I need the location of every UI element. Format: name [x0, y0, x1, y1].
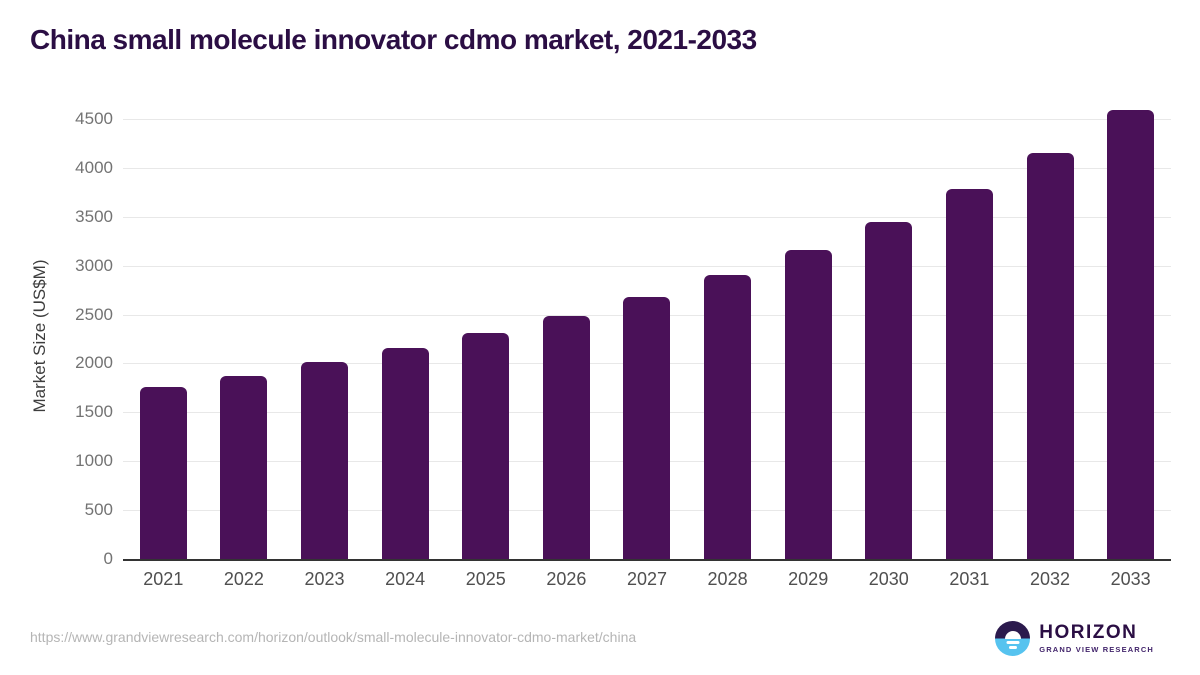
x-tick-label: 2030 [868, 569, 909, 589]
bar-slot [365, 119, 446, 559]
bar [542, 316, 590, 559]
bar-slot [526, 119, 607, 559]
x-tick-label: 2026 [546, 569, 587, 589]
y-axis-tick-labels: 0 500 1000 1500 2000 2500 3000 3500 4000 4500 [50, 110, 115, 568]
logo-subtitle: GRAND VIEW RESEARCH [1039, 645, 1154, 654]
x-tick-label: 2031 [949, 569, 990, 589]
bar-slot [445, 119, 526, 559]
bar [784, 250, 832, 559]
x-tick-label: 2022 [223, 569, 264, 589]
bar-slot [848, 119, 929, 559]
y-tick-label: 2500 [75, 304, 113, 324]
bars-row [123, 110, 1171, 559]
bar-slot [687, 119, 768, 559]
y-tick-label: 1000 [75, 451, 113, 471]
sun-reflection-line [1006, 641, 1020, 644]
bar [945, 189, 993, 559]
x-tick-label: 2028 [707, 569, 748, 589]
x-axis-line [123, 559, 1171, 561]
sunset-horizon-icon [995, 621, 1031, 656]
bar [301, 362, 349, 559]
x-tick-label: 2033 [1110, 569, 1151, 589]
bar-slot [1090, 110, 1171, 559]
sun-reflection-line [1008, 646, 1017, 649]
bar-slot [1010, 119, 1091, 559]
gridline [123, 167, 1171, 169]
x-tick-label: 2021 [143, 569, 184, 589]
gridline [123, 265, 1171, 267]
bar [1026, 153, 1074, 559]
y-tick-label: 2000 [75, 353, 113, 373]
bar [704, 275, 752, 559]
sun-dome-shape [1004, 630, 1021, 639]
bar-slot [929, 119, 1010, 559]
y-tick-label: 4500 [75, 109, 113, 128]
y-axis-title: Market Size (US$M) [30, 259, 49, 413]
x-axis-labels: 2021 2022 2023 2024 2025 2026 2027 2028 2029 2030… [123, 569, 1171, 590]
x-tick-label: 2024 [385, 569, 426, 589]
bar-slot [204, 119, 285, 559]
bar-slot [768, 119, 849, 559]
x-tick-label: 2025 [465, 569, 506, 589]
y-tick-label: 0 [103, 549, 113, 568]
bar-slot [123, 119, 204, 559]
x-tick-label: 2029 [788, 569, 829, 589]
bar [865, 222, 913, 559]
bar-slot [607, 119, 688, 559]
bar-slot [284, 119, 365, 559]
horizon-logo: HORIZON GRAND VIEW RESEARCH [995, 621, 1154, 656]
bar [220, 376, 268, 559]
y-tick-label: 1500 [75, 402, 113, 422]
x-tick-label: 2027 [626, 569, 667, 589]
bar [1107, 110, 1155, 559]
bar [139, 387, 187, 559]
logo-title: HORIZON [1039, 622, 1138, 643]
bar [462, 333, 510, 559]
gridline [123, 216, 1171, 218]
y-tick-label: 3000 [75, 255, 113, 275]
gridline [123, 119, 1171, 120]
source-url: https://www.grandviewresearch.com/horizo… [30, 629, 637, 645]
plot-area [123, 110, 1171, 561]
bar [381, 348, 429, 559]
x-tick-label: 2032 [1029, 569, 1071, 589]
y-tick-label: 3500 [75, 206, 113, 226]
logo-text: HORIZON GRAND VIEW RESEARCH [1039, 623, 1154, 654]
x-tick-label: 2023 [304, 569, 345, 589]
y-tick-label: 4000 [75, 157, 113, 177]
chart-title: China small molecule innovator cdmo mark… [30, 24, 757, 55]
bar [623, 297, 671, 559]
y-tick-label: 500 [84, 500, 113, 520]
